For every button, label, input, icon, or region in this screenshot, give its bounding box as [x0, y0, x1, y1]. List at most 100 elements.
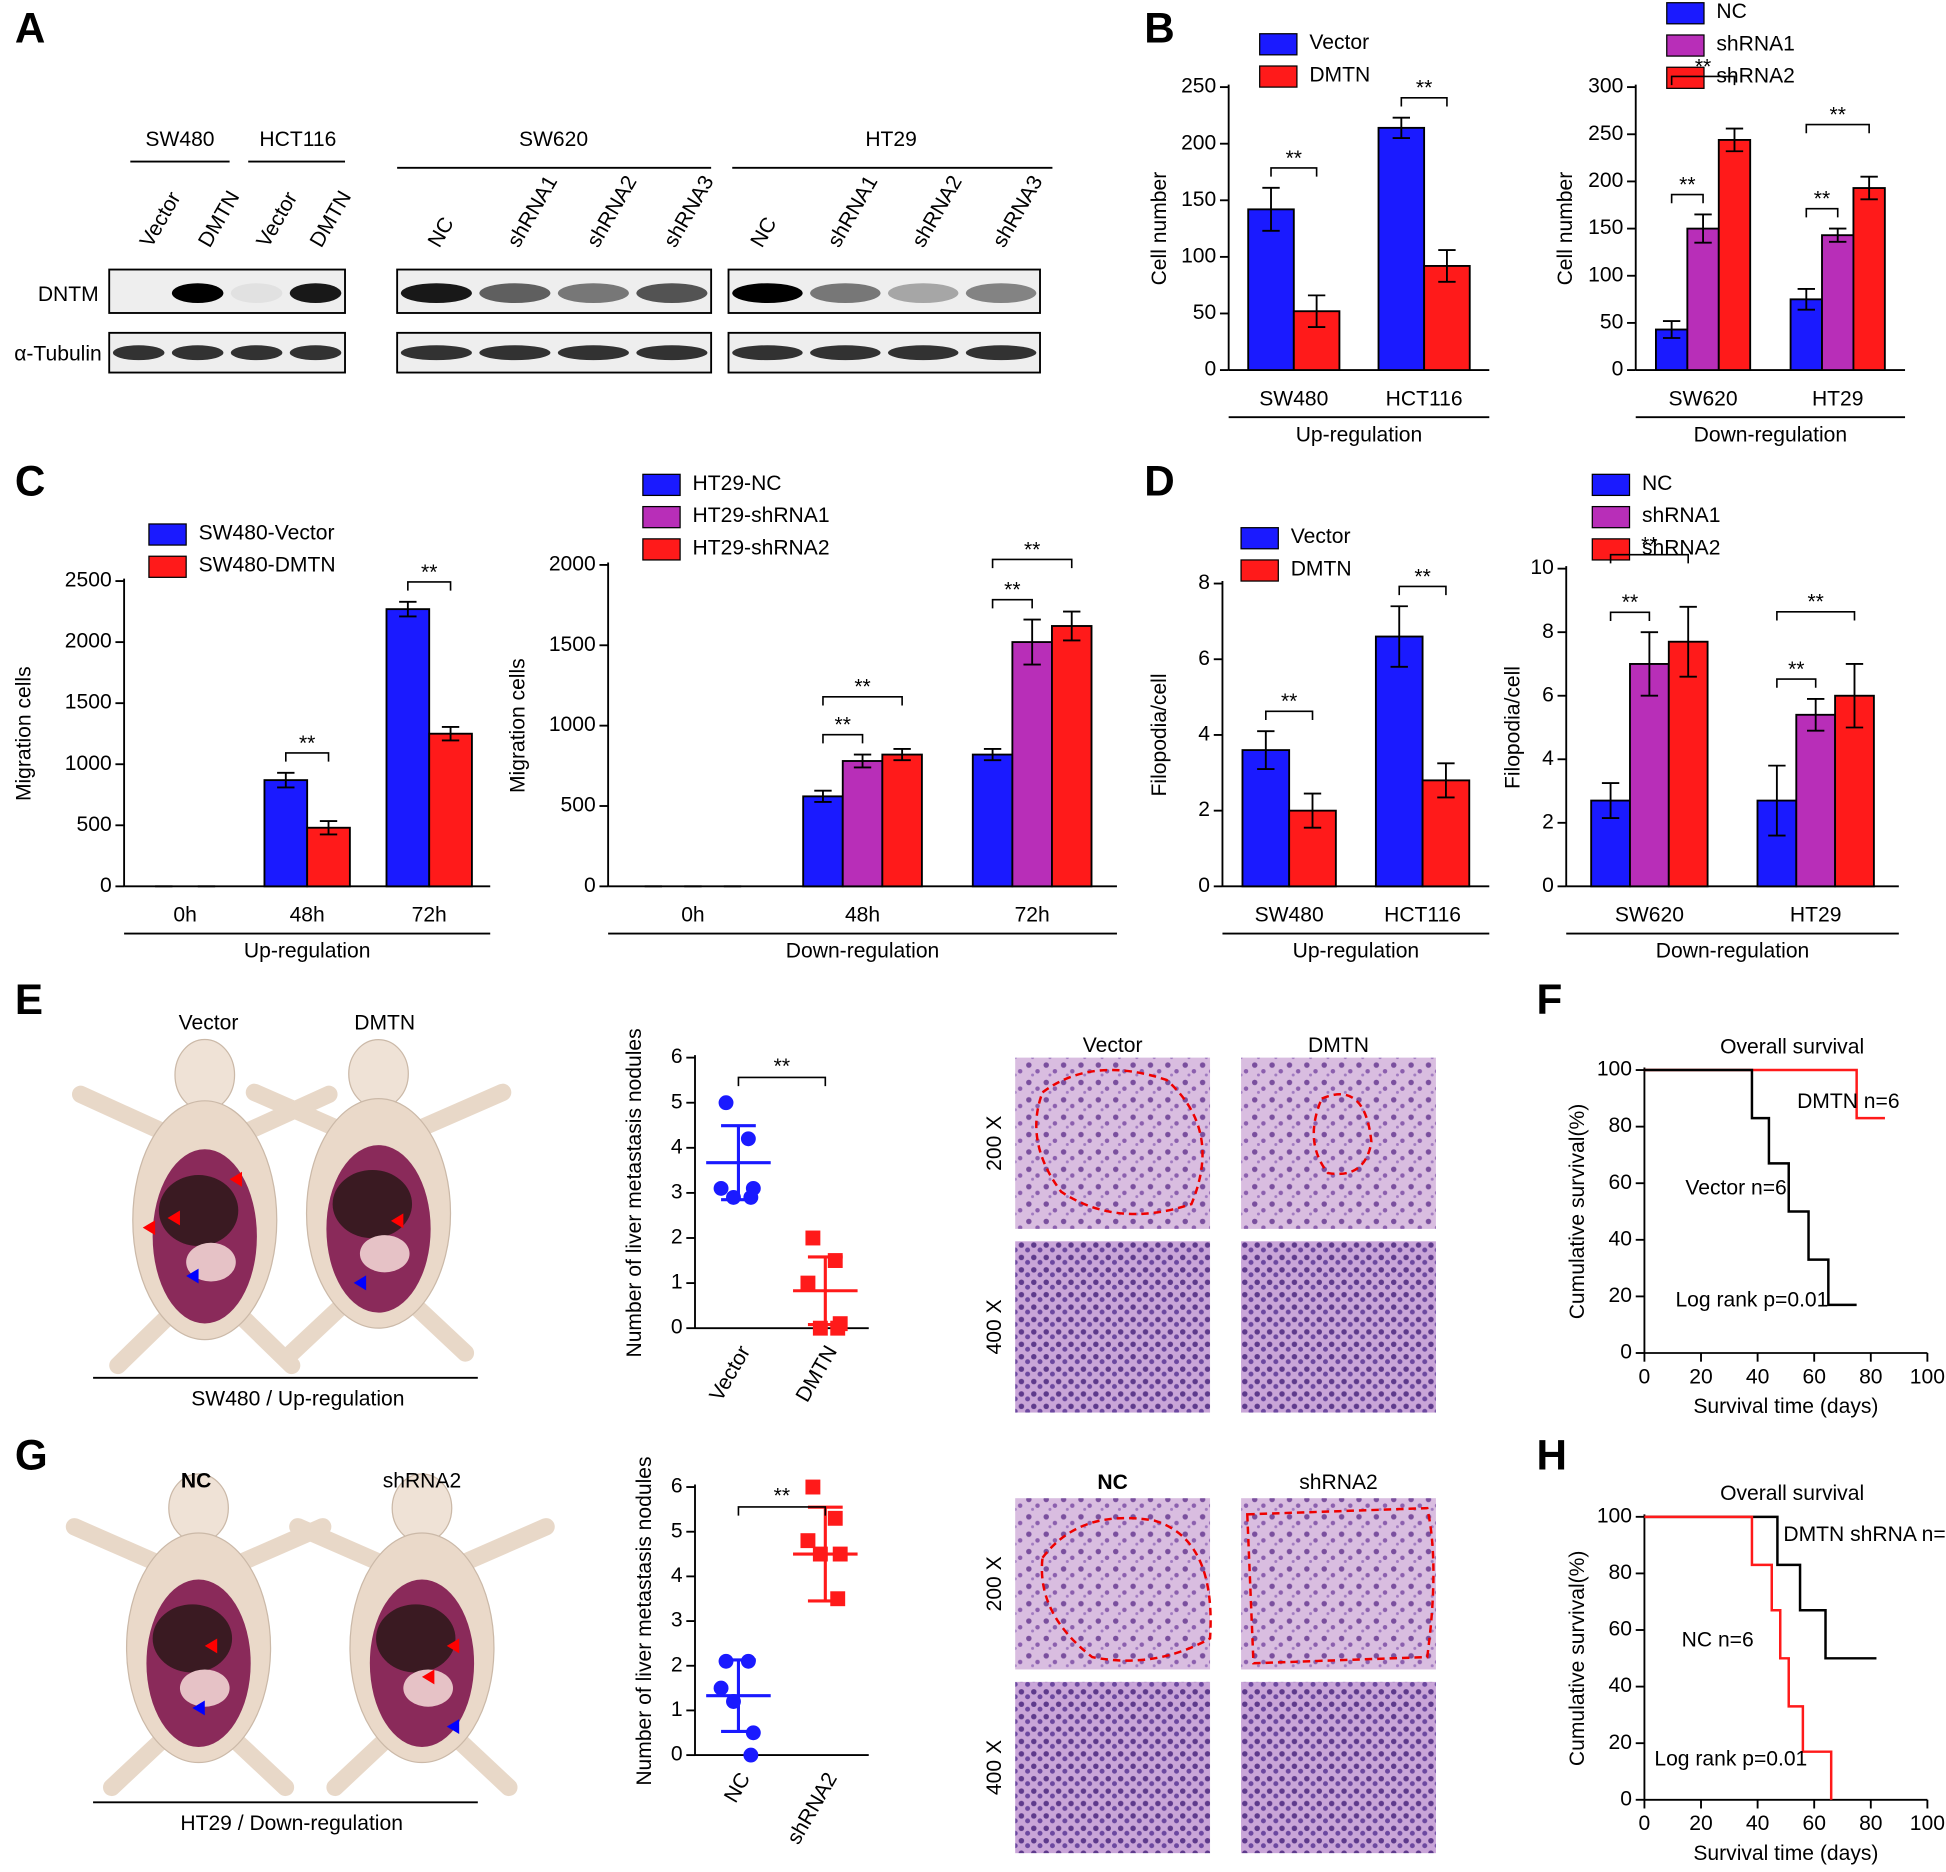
bar — [1423, 265, 1471, 372]
significance-label: ** — [1281, 690, 1297, 713]
legend-swatch — [642, 473, 681, 497]
significance-label: ** — [774, 1055, 790, 1078]
bar — [802, 795, 844, 888]
x-tick-label: 80 — [1859, 1812, 1882, 1835]
legend-label: shRNA2 — [1716, 65, 1795, 88]
x-tick-label: 60 — [1802, 1365, 1825, 1388]
panel-label: B — [1144, 4, 1174, 51]
x-tick-label: Vector — [705, 1342, 755, 1405]
error-bar — [983, 748, 1002, 762]
histology-row: 400 X — [983, 1740, 1006, 1795]
mouse-label: DMTN — [354, 1012, 415, 1035]
y-tick-label: 2 — [671, 1226, 683, 1249]
error-bar — [1807, 697, 1825, 732]
histology-row: 400 X — [983, 1299, 1006, 1354]
legend-label: shRNA1 — [1716, 32, 1795, 55]
x-tick-label: 48h — [845, 904, 880, 927]
y-tick-label: 1500 — [549, 633, 596, 656]
band — [887, 283, 959, 304]
y-tick-label: 40 — [1609, 1227, 1632, 1250]
y-tick-label: 4 — [1542, 747, 1554, 770]
band — [732, 283, 803, 304]
mouse-label: shRNA2 — [383, 1470, 462, 1493]
mouse-liver — [332, 1169, 413, 1239]
significance-label: ** — [1622, 591, 1638, 614]
y-tick-label: 0 — [1620, 1341, 1632, 1364]
error-bar — [1601, 782, 1620, 819]
legend-swatch — [1259, 33, 1298, 56]
mouse-gut — [359, 1235, 410, 1273]
y-tick-label: 8 — [1542, 620, 1554, 643]
significance-label: ** — [1807, 591, 1823, 614]
significance-label: ** — [1695, 55, 1711, 78]
legend-swatch — [1666, 2, 1705, 25]
bar — [971, 753, 1014, 888]
panel-label: F — [1536, 976, 1562, 1023]
significance-bracket — [737, 1076, 827, 1087]
significance-bracket — [1670, 75, 1736, 86]
lane-label: shRNA1 — [823, 172, 882, 251]
x-tick-label: 60 — [1802, 1812, 1825, 1835]
y-tick-label: 3 — [671, 1180, 683, 1203]
data-point — [743, 1747, 759, 1763]
error-bar — [1829, 227, 1847, 243]
y-tick-label: 0 — [1205, 358, 1217, 381]
band — [636, 283, 708, 304]
significance-label: ** — [1024, 538, 1040, 561]
band — [557, 345, 629, 361]
y-tick-label: 4 — [671, 1135, 683, 1158]
x-tick-label: 40 — [1746, 1812, 1769, 1835]
histology-column: NC — [1097, 1471, 1127, 1494]
y-tick-label: 2500 — [65, 569, 112, 592]
error-bar — [399, 600, 417, 618]
band — [230, 345, 283, 361]
data-point — [827, 1510, 843, 1526]
bar — [1686, 227, 1720, 372]
x-axis-label: Down-regulation — [1694, 423, 1848, 446]
y-tick-label: 100 — [1588, 263, 1623, 286]
band — [289, 345, 342, 361]
mouse-gut — [186, 1242, 236, 1282]
survival-line — [1644, 1515, 1877, 1660]
histology-image — [1015, 1241, 1211, 1413]
x-tick-label: 0h — [681, 904, 704, 927]
y-tick-label: 300 — [1588, 75, 1623, 98]
band — [636, 345, 708, 361]
band — [557, 283, 629, 304]
x-axis-label: Down-regulation — [1656, 940, 1810, 963]
significance-bracket — [1670, 193, 1704, 204]
y-tick-label: 80 — [1609, 1561, 1632, 1584]
error-bar — [1063, 610, 1081, 642]
error-bar — [814, 789, 832, 803]
significance-bracket — [1805, 207, 1839, 218]
y-tick-label: 0 — [671, 1316, 683, 1339]
bar — [1241, 749, 1291, 888]
x-axis-label: Survival time (days) — [1693, 1395, 1878, 1418]
error-bar — [1679, 605, 1697, 678]
lane-label: shRNA3 — [659, 172, 718, 251]
significance-label: ** — [299, 732, 315, 755]
y-tick-label: 6 — [671, 1475, 683, 1498]
legend-swatch — [1240, 559, 1279, 582]
x-tick-label: SW480 — [1255, 904, 1324, 927]
y-tick-label: 1500 — [65, 691, 112, 714]
data-point — [800, 1533, 816, 1549]
x-tick-label: SW620 — [1615, 904, 1684, 927]
data-point — [805, 1230, 821, 1246]
band — [230, 283, 283, 304]
legend-label: DMTN — [1309, 64, 1370, 87]
blot-group: SW480 — [145, 128, 214, 151]
x-tick-label: 100 — [1910, 1365, 1945, 1388]
histology-row: 200 X — [983, 1116, 1006, 1171]
y-axis-label: Filopodia/cell — [1148, 673, 1171, 796]
x-axis-label: Up-regulation — [1293, 940, 1420, 963]
y-tick-label: 0 — [584, 874, 596, 897]
lane-label: NC — [746, 213, 781, 251]
error-bar — [1438, 249, 1456, 283]
arrow-marker — [446, 1638, 460, 1654]
bar — [263, 779, 309, 888]
legend-label: NC — [1716, 0, 1746, 23]
histology-image — [1241, 1498, 1436, 1670]
series-label: DMTN n=6 — [1797, 1090, 1900, 1113]
